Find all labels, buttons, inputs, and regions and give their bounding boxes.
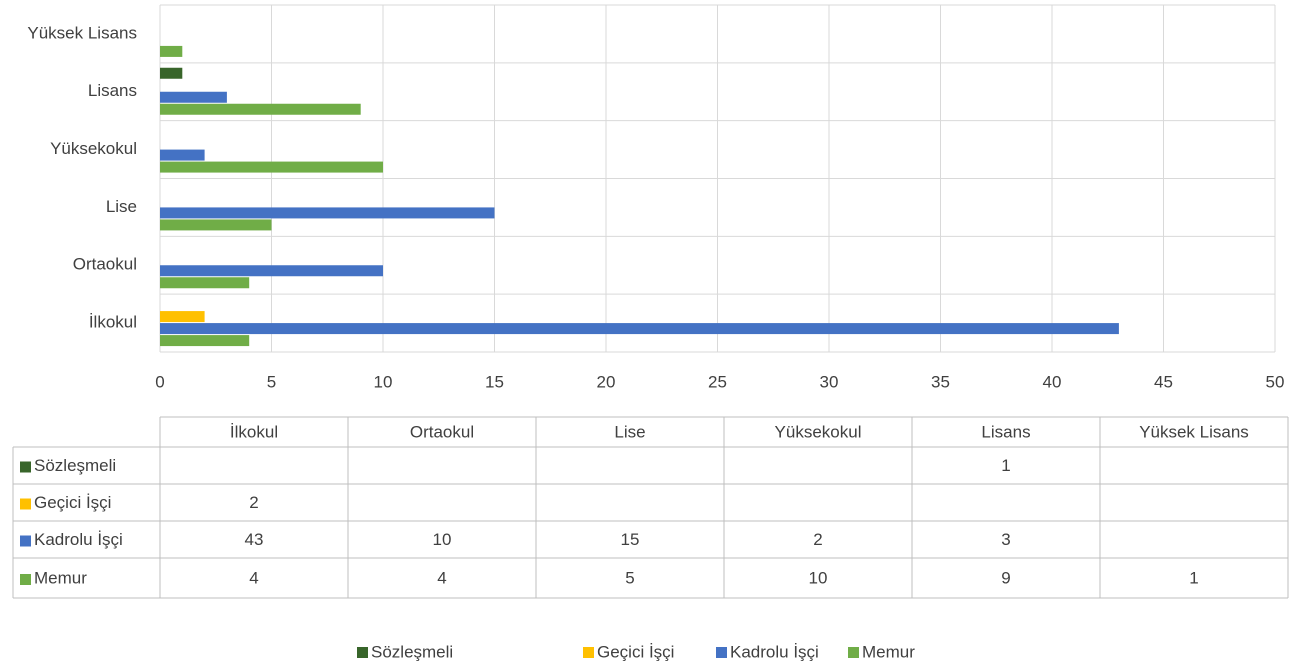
table-cell: 5 bbox=[625, 568, 634, 587]
table-swatch bbox=[20, 574, 31, 585]
legend-swatch bbox=[716, 647, 727, 658]
y-tick-label: İlkokul bbox=[89, 313, 137, 332]
table-cell: 4 bbox=[249, 568, 258, 587]
legend-label: Sözleşmeli bbox=[371, 642, 453, 661]
bar bbox=[160, 161, 383, 173]
bar bbox=[160, 91, 227, 103]
bar bbox=[160, 67, 183, 79]
bar bbox=[160, 207, 495, 219]
table-cell: 1 bbox=[1001, 456, 1010, 475]
y-tick-label: Lisans bbox=[88, 81, 137, 100]
table-header: İlkokul bbox=[230, 422, 278, 441]
table-cell: 2 bbox=[249, 493, 258, 512]
legend-label: Geçici İşçi bbox=[597, 642, 674, 661]
legend-swatch bbox=[848, 647, 859, 658]
bar bbox=[160, 149, 205, 161]
table-cell: 10 bbox=[809, 568, 828, 587]
x-tick-label: 45 bbox=[1154, 372, 1173, 391]
table-row-label: Kadrolu İşçi bbox=[34, 530, 123, 549]
x-tick-label: 15 bbox=[485, 372, 504, 391]
x-tick-label: 25 bbox=[708, 372, 727, 391]
x-tick-label: 5 bbox=[267, 372, 276, 391]
y-tick-label: Yüksek Lisans bbox=[27, 23, 137, 42]
table-swatch bbox=[20, 535, 31, 547]
x-tick-label: 35 bbox=[931, 372, 950, 391]
y-tick-label: Lise bbox=[106, 197, 137, 216]
table-header: Lisans bbox=[981, 422, 1030, 441]
bar bbox=[160, 323, 1119, 335]
y-tick-label: Yüksekokul bbox=[50, 139, 137, 158]
x-tick-label: 50 bbox=[1266, 372, 1285, 391]
table-swatch bbox=[20, 498, 31, 510]
table-row-label: Memur bbox=[34, 568, 87, 587]
y-tick-label: Ortaokul bbox=[73, 255, 137, 274]
bar bbox=[160, 45, 183, 57]
table-row-label: Geçici İşçi bbox=[34, 493, 111, 512]
table-cell: 4 bbox=[437, 568, 446, 587]
table-header: Lise bbox=[614, 422, 645, 441]
legend-label: Memur bbox=[862, 642, 915, 661]
x-tick-label: 0 bbox=[155, 372, 164, 391]
table-cell: 15 bbox=[621, 530, 640, 549]
bar bbox=[160, 219, 272, 231]
table-cell: 9 bbox=[1001, 568, 1010, 587]
table-header: Ortaokul bbox=[410, 422, 474, 441]
table-row-label: Sözleşmeli bbox=[34, 456, 116, 475]
table-swatch bbox=[20, 461, 31, 473]
x-tick-label: 20 bbox=[597, 372, 616, 391]
table-cell: 1 bbox=[1189, 568, 1198, 587]
table-cell: 3 bbox=[1001, 530, 1010, 549]
x-tick-label: 10 bbox=[374, 372, 393, 391]
bar bbox=[160, 335, 250, 347]
bar bbox=[160, 103, 361, 115]
bar bbox=[160, 265, 383, 277]
table-header: Yüksek Lisans bbox=[1139, 422, 1249, 441]
x-tick-label: 40 bbox=[1043, 372, 1062, 391]
bar bbox=[160, 277, 250, 289]
legend-swatch bbox=[583, 647, 594, 658]
table-cell: 2 bbox=[813, 530, 822, 549]
legend-swatch bbox=[357, 647, 368, 658]
legend-label: Kadrolu İşçi bbox=[730, 642, 819, 661]
table-header: Yüksekokul bbox=[775, 422, 862, 441]
bar bbox=[160, 311, 205, 323]
table-cell: 43 bbox=[245, 530, 264, 549]
table-cell: 10 bbox=[433, 530, 452, 549]
x-tick-label: 30 bbox=[820, 372, 839, 391]
